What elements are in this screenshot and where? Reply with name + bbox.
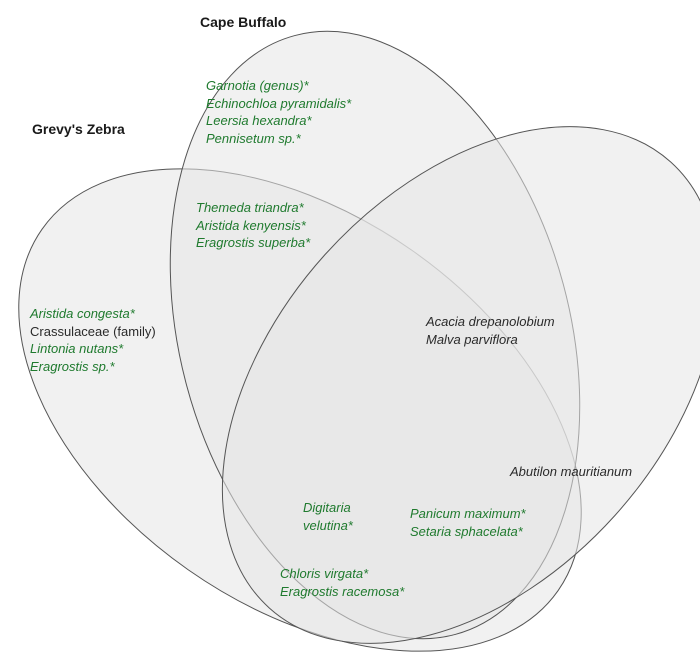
species-item: Themeda triandra*: [196, 199, 310, 217]
block-zebra-buffalo-lower: Digitariavelutina*: [303, 499, 353, 534]
species-item: Abutilon mauritianum: [510, 463, 632, 481]
species-item: Aristida kenyensis*: [196, 217, 310, 235]
block-zebra-buffalo: Themeda triandra*Aristida kenyensis*Erag…: [196, 199, 310, 252]
block-zebra-only: Aristida congesta*Crassulaceae (family)L…: [30, 305, 156, 375]
species-item: Malva parviflora: [426, 331, 555, 349]
species-item: Digitaria: [303, 499, 353, 517]
set-label-buffalo: Cape Buffalo: [200, 14, 286, 30]
species-item: Chloris virgata*: [280, 565, 404, 583]
block-all-three: Panicum maximum*Setaria sphacelata*: [410, 505, 526, 540]
species-item: Pennisetum sp.*: [206, 130, 351, 148]
block-buffalo-right: Acacia drepanolobiumMalva parviflora: [426, 313, 555, 348]
species-item: Garnotia (genus)*: [206, 77, 351, 95]
species-item: velutina*: [303, 517, 353, 535]
species-item: Eragrostis racemosa*: [280, 583, 404, 601]
block-buffalo-only: Garnotia (genus)*Echinochloa pyramidalis…: [206, 77, 351, 147]
block-zebra-right: Chloris virgata*Eragrostis racemosa*: [280, 565, 404, 600]
venn-canvas: Grevy's Zebra Cape Buffalo Garnotia (gen…: [0, 0, 700, 657]
species-item: Eragrostis sp.*: [30, 358, 156, 376]
species-item: Echinochloa pyramidalis*: [206, 95, 351, 113]
species-item: Leersia hexandra*: [206, 112, 351, 130]
species-item: Acacia drepanolobium: [426, 313, 555, 331]
species-item: Crassulaceae (family): [30, 323, 156, 341]
species-item: Aristida congesta*: [30, 305, 156, 323]
species-item: Eragrostis superba*: [196, 234, 310, 252]
species-item: Panicum maximum*: [410, 505, 526, 523]
species-item: Lintonia nutans*: [30, 340, 156, 358]
block-right-only: Abutilon mauritianum: [510, 463, 632, 481]
species-item: Setaria sphacelata*: [410, 523, 526, 541]
set-label-zebra: Grevy's Zebra: [32, 121, 125, 137]
